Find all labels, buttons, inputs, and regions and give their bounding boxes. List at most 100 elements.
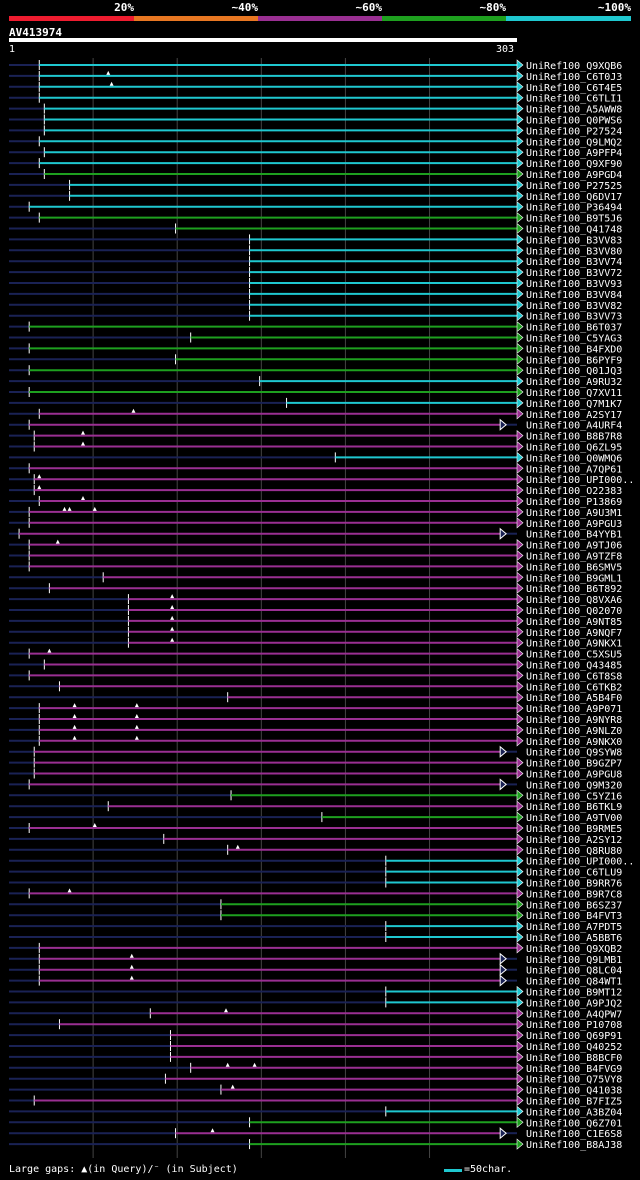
- hit-label[interactable]: UniRef100_C5YZ16: [526, 791, 622, 802]
- hit-label[interactable]: UniRef100_Q7M1K7: [526, 399, 622, 410]
- hit-label[interactable]: UniRef100_B6SMV5: [526, 562, 622, 573]
- hit-label[interactable]: UniRef100_B7FIZ5: [526, 1097, 622, 1108]
- hit-label[interactable]: UniRef100_B3VV73: [526, 312, 622, 323]
- hit-label[interactable]: UniRef100_Q8LC04: [526, 966, 622, 977]
- hit-label[interactable]: UniRef100_A9NKX1: [526, 639, 622, 650]
- hit-label[interactable]: UniRef100_A9PGD4: [526, 170, 622, 181]
- hit-label[interactable]: UniRef100_A9NT85: [526, 617, 622, 628]
- hit-label[interactable]: UniRef100_Q75VY8: [526, 1075, 622, 1086]
- hit-label[interactable]: UniRef100_Q8RU80: [526, 846, 622, 857]
- hit-label[interactable]: UniRef100_Q43485: [526, 661, 622, 672]
- hit-label[interactable]: UniRef100_C5XSU5: [526, 650, 622, 661]
- hit-label[interactable]: UniRef100_B6T892: [526, 584, 622, 595]
- hit-label[interactable]: UniRef100_B4YYB1: [526, 530, 622, 541]
- hit-label[interactable]: UniRef100_B9GML1: [526, 573, 622, 584]
- hit-label[interactable]: UniRef100_B4FVG9: [526, 1064, 622, 1075]
- hit-label[interactable]: UniRef100_B3VV82: [526, 301, 622, 312]
- hit-label[interactable]: UniRef100_B6SZ37: [526, 900, 622, 911]
- hit-label[interactable]: UniRef100_A9NKX0: [526, 737, 622, 748]
- hit-label[interactable]: UniRef100_B3VV83: [526, 235, 622, 246]
- hit-label[interactable]: UniRef100_A9TJ06: [526, 541, 622, 552]
- hit-label[interactable]: UniRef100_C6TKB2: [526, 682, 622, 693]
- hit-label[interactable]: UniRef100_B4FVT3: [526, 911, 622, 922]
- hit-label[interactable]: UniRef100_B6T037: [526, 323, 622, 334]
- hit-label[interactable]: UniRef100_A5AWW8: [526, 105, 622, 116]
- hit-label[interactable]: UniRef100_C6T0J3: [526, 72, 622, 83]
- hit-label[interactable]: UniRef100_A9P071: [526, 704, 622, 715]
- hit-label[interactable]: UniRef100_B8BCF0: [526, 1053, 622, 1064]
- hit-label[interactable]: UniRef100_Q02070: [526, 606, 622, 617]
- hit-label[interactable]: UniRef100_B3VV72: [526, 268, 622, 279]
- hit-label[interactable]: UniRef100_A9NLZ0: [526, 726, 622, 737]
- hit-label[interactable]: UniRef100_C1E6S8: [526, 1129, 622, 1140]
- hit-label[interactable]: UniRef100_Q84WT1: [526, 977, 622, 988]
- hit-label[interactable]: UniRef100_A9TV00: [526, 813, 622, 824]
- hit-label[interactable]: UniRef100_Q9XF90: [526, 159, 622, 170]
- hit-label[interactable]: UniRef100_Q9LMQ2: [526, 137, 622, 148]
- hit-label[interactable]: UniRef100_A9TZF8: [526, 552, 622, 563]
- hit-label[interactable]: UniRef100_B9T5J6: [526, 214, 622, 225]
- hit-label[interactable]: UniRef100_Q69P91: [526, 1031, 622, 1042]
- hit-label[interactable]: UniRef100_Q9SYW8: [526, 748, 622, 759]
- hit-label[interactable]: UniRef100_C6T4E5: [526, 83, 622, 94]
- hit-label[interactable]: UniRef100_A9PFP4: [526, 148, 622, 159]
- hit-label[interactable]: UniRef100_P10708: [526, 1020, 622, 1031]
- hit-label[interactable]: UniRef100_B9RR76: [526, 879, 622, 890]
- hit-label[interactable]: UniRef100_Q9M320: [526, 780, 622, 791]
- hit-label[interactable]: UniRef100_B3VV84: [526, 290, 622, 301]
- hit-label[interactable]: UniRef100_A2SY12: [526, 835, 622, 846]
- hit-label[interactable]: UniRef100_A9RU32: [526, 377, 622, 388]
- hit-label[interactable]: UniRef100_B8AJ38: [526, 1140, 622, 1151]
- hit-label[interactable]: UniRef100_B9MT12: [526, 988, 622, 999]
- hit-label[interactable]: UniRef100_A9NQF7: [526, 628, 622, 639]
- hit-label[interactable]: UniRef100_UPI000..: [526, 857, 634, 868]
- hit-label[interactable]: UniRef100_A9PJQ2: [526, 998, 622, 1009]
- hit-label[interactable]: UniRef100_Q9LMB1: [526, 955, 622, 966]
- hit-label[interactable]: UniRef100_A4URF4: [526, 421, 622, 432]
- hit-label[interactable]: UniRef100_B3VV80: [526, 246, 622, 257]
- hit-label[interactable]: UniRef100_Q8VXA6: [526, 595, 622, 606]
- hit-label[interactable]: UniRef100_P27524: [526, 126, 622, 137]
- hit-label[interactable]: UniRef100_B3VV74: [526, 257, 622, 268]
- hit-label[interactable]: UniRef100_A7PDT5: [526, 922, 622, 933]
- hit-label[interactable]: UniRef100_Q6Z701: [526, 1118, 622, 1129]
- hit-label[interactable]: UniRef100_A2SY17: [526, 410, 622, 421]
- hit-label[interactable]: UniRef100_B3VV93: [526, 279, 622, 290]
- hit-label[interactable]: UniRef100_C6TLI1: [526, 94, 622, 105]
- hit-label[interactable]: UniRef100_Q0PWS6: [526, 116, 622, 127]
- hit-label[interactable]: UniRef100_A9NYR8: [526, 715, 622, 726]
- hit-label[interactable]: UniRef100_Q9XQB2: [526, 944, 622, 955]
- hit-label[interactable]: UniRef100_P27525: [526, 181, 622, 192]
- hit-label[interactable]: UniRef100_C6T8S8: [526, 671, 622, 682]
- hit-label[interactable]: UniRef100_C6TLU9: [526, 868, 622, 879]
- hit-label[interactable]: UniRef100_A3BZ04: [526, 1107, 622, 1118]
- hit-label[interactable]: UniRef100_A9U3M1: [526, 508, 622, 519]
- hit-label[interactable]: UniRef100_Q6ZL95: [526, 443, 622, 454]
- hit-label[interactable]: UniRef100_B9GZP7: [526, 759, 622, 770]
- hit-label[interactable]: UniRef100_B9R7C8: [526, 889, 622, 900]
- hit-label[interactable]: UniRef100_B6PYF9: [526, 355, 622, 366]
- hit-label[interactable]: UniRef100_O22383: [526, 486, 622, 497]
- hit-label[interactable]: UniRef100_Q6DV17: [526, 192, 622, 203]
- hit-label[interactable]: UniRef100_P13869: [526, 497, 622, 508]
- hit-label[interactable]: UniRef100_UPI000..: [526, 475, 634, 486]
- hit-label[interactable]: UniRef100_B6TKL9: [526, 802, 622, 813]
- hit-label[interactable]: UniRef100_A5BBT6: [526, 933, 622, 944]
- hit-label[interactable]: UniRef100_A9PGU8: [526, 770, 622, 781]
- hit-label[interactable]: UniRef100_A9PGU3: [526, 519, 622, 530]
- hit-label[interactable]: UniRef100_Q9XQB6: [526, 61, 622, 72]
- hit-label[interactable]: UniRef100_P36494: [526, 203, 622, 214]
- hit-label[interactable]: UniRef100_A5B4F0: [526, 693, 622, 704]
- hit-label[interactable]: UniRef100_A7QP61: [526, 464, 622, 475]
- hit-label[interactable]: UniRef100_Q01JQ3: [526, 366, 622, 377]
- hit-label[interactable]: UniRef100_Q41748: [526, 225, 622, 236]
- hit-label[interactable]: UniRef100_Q41038: [526, 1086, 622, 1097]
- hit-label[interactable]: UniRef100_Q0WMQ6: [526, 453, 622, 464]
- hit-label[interactable]: UniRef100_B8B7R8: [526, 432, 622, 443]
- hit-label[interactable]: UniRef100_Q40252: [526, 1042, 622, 1053]
- hit-label[interactable]: UniRef100_A4QPW7: [526, 1009, 622, 1020]
- hit-label[interactable]: UniRef100_B9RME5: [526, 824, 622, 835]
- hit-label[interactable]: UniRef100_C5YAG3: [526, 334, 622, 345]
- hit-label[interactable]: UniRef100_B4FXD0: [526, 344, 622, 355]
- hit-label[interactable]: UniRef100_Q7XV11: [526, 388, 622, 399]
